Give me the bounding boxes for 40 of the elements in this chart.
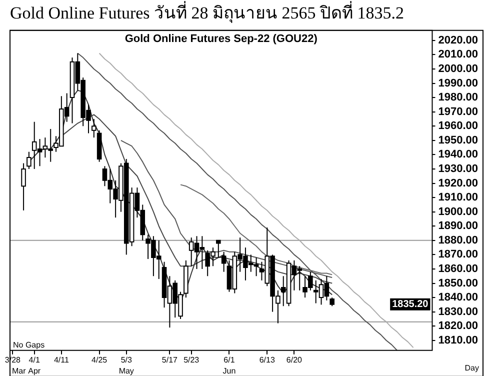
- x-tick-label: 4/1: [28, 355, 40, 364]
- y-tick-label: 1860.00: [438, 263, 478, 276]
- text: Day: [464, 364, 479, 373]
- text: Mar: [12, 366, 26, 376]
- y-tick-label: 1910.00: [438, 192, 478, 204]
- text: May: [118, 366, 134, 376]
- y-tick-label: 1900.00: [438, 206, 478, 218]
- y-tick-label: 1950.00: [438, 134, 478, 146]
- text: Apr: [28, 366, 41, 376]
- y-tick-label: 1820.00: [438, 320, 478, 332]
- x-tick-label: 4/11: [54, 355, 70, 364]
- x-tick-label: 5/3: [120, 355, 132, 364]
- x-tick-label: 6/13: [259, 355, 276, 364]
- y-tick-label: 1870.00: [438, 248, 478, 261]
- x-tick-label: 5/23: [184, 355, 200, 364]
- x-tick-label: 5/17: [162, 355, 178, 364]
- y-tick-label: 1990.00: [438, 77, 478, 90]
- y-tick-label: 1890.00: [438, 220, 478, 232]
- y-tick-label: 1830.00: [438, 306, 478, 318]
- chart-title: Gold Online Futures วันที่ 28 มิถุนายน 2565 ปิดที่ 1835.2: [10, 0, 404, 24]
- x-tick-label: 6/1: [224, 355, 236, 364]
- chart-subtitle: Gold Online Futures Sep-22 (GOU22): [124, 32, 318, 45]
- y-tick-label: 1930.00: [438, 163, 478, 176]
- annotation: 1835.20: [392, 299, 429, 310]
- y-tick-label: 1810.00: [438, 334, 478, 346]
- y-tick-label: 1920.00: [438, 177, 478, 190]
- y-tick-label: 2010.00: [438, 48, 478, 61]
- text: Jun: [222, 366, 236, 376]
- y-tick-label: 1960.00: [438, 120, 478, 132]
- y-tick-label: 2020.00: [438, 34, 478, 46]
- y-tick-label: 1880.00: [438, 234, 478, 246]
- y-tick-label: 1980.00: [438, 92, 478, 104]
- y-tick-label: 2000.00: [438, 63, 478, 76]
- y-tick-label: 1940.00: [438, 148, 478, 161]
- x-tick-label: 4/25: [92, 355, 108, 364]
- y-tick-label: 1840.00: [438, 292, 478, 304]
- y-tick-label: 1850.00: [438, 277, 478, 290]
- annotation: No Gaps: [13, 340, 45, 350]
- x-tick-label: 6/20: [286, 355, 303, 364]
- y-tick-label: 1970.00: [438, 106, 478, 118]
